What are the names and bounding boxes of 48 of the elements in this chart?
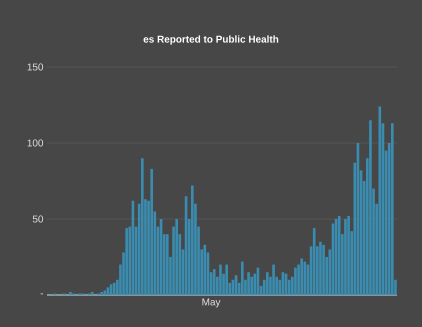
- bar: [166, 234, 169, 295]
- bar: [266, 272, 269, 295]
- bar: [110, 284, 112, 295]
- bar: [160, 219, 162, 295]
- bar: [247, 272, 250, 295]
- bar: [69, 292, 72, 295]
- bar: [150, 168, 153, 295]
- bar: [312, 228, 316, 295]
- bar: [322, 244, 325, 295]
- bar: [234, 275, 238, 295]
- bar: [282, 272, 284, 295]
- bar: [391, 123, 394, 295]
- bar: [91, 292, 94, 295]
- y-tick-label: 100: [28, 139, 44, 147]
- bar: [184, 196, 188, 295]
- chart-title: es Reported to Public Health: [144, 35, 278, 45]
- x-tick-label: May: [202, 298, 220, 308]
- bar: [212, 269, 216, 295]
- y-tick-label: -: [40, 293, 44, 294]
- y-tick-label: 150: [28, 63, 44, 71]
- bar: [344, 219, 347, 295]
- bar: [219, 264, 222, 295]
- bar: [241, 262, 244, 295]
- bar: [204, 244, 206, 295]
- y-tick-label: 50: [32, 215, 44, 223]
- bar: [300, 258, 303, 295]
- bar: [256, 268, 260, 295]
- bar: [225, 264, 228, 295]
- bar: [272, 264, 275, 295]
- bar: [104, 290, 106, 295]
- bar: [125, 228, 128, 295]
- bar: [378, 106, 382, 295]
- bar: [106, 287, 110, 295]
- bar: [347, 216, 350, 295]
- bar: [369, 120, 372, 295]
- bar: [319, 242, 322, 295]
- bar: [294, 268, 297, 295]
- bar: [175, 219, 178, 295]
- bar: [356, 143, 360, 295]
- bar: [100, 292, 103, 295]
- bar: [334, 219, 338, 295]
- bar: [304, 262, 306, 295]
- bar: [284, 274, 288, 295]
- bar: [132, 200, 134, 295]
- bar: [191, 186, 194, 295]
- bar: [338, 216, 340, 295]
- bar: [141, 158, 144, 295]
- bar: [112, 282, 116, 295]
